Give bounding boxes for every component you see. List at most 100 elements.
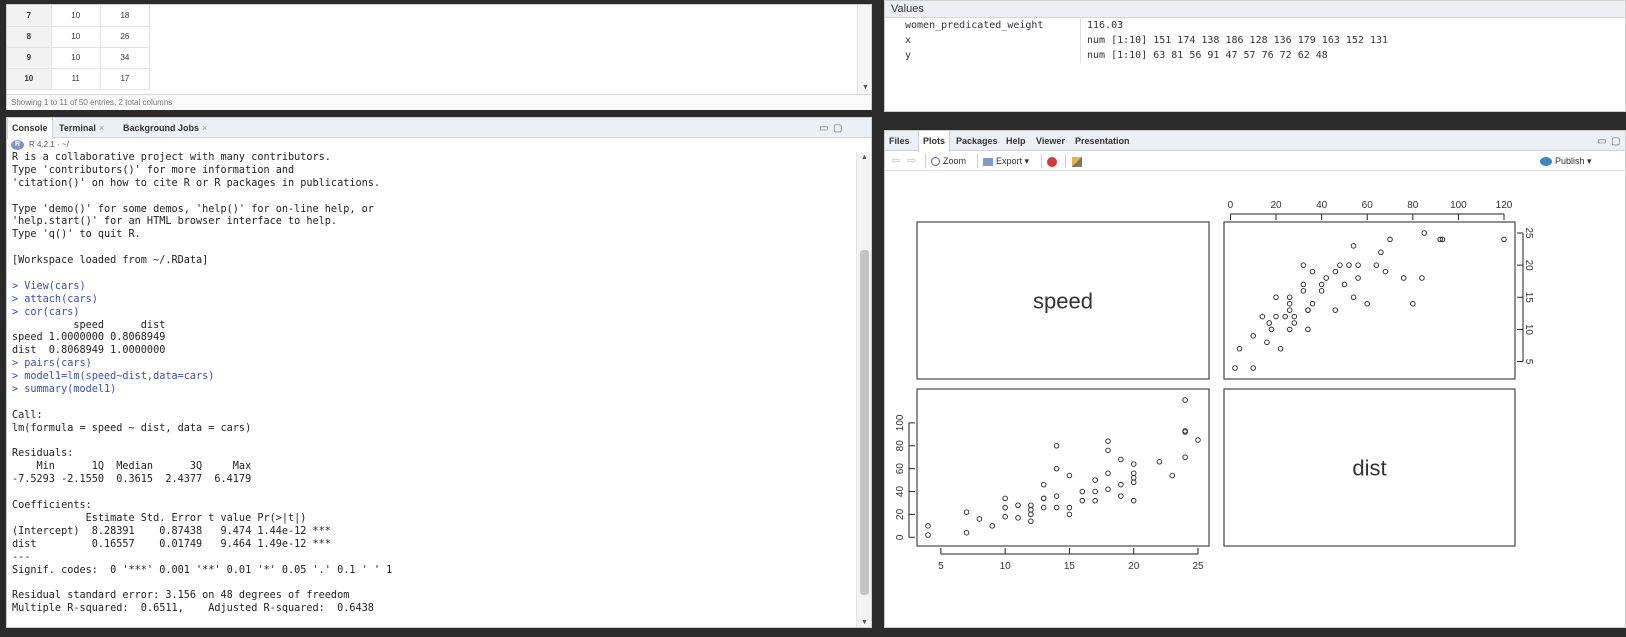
tab-presentation[interactable]: Presentation — [1071, 131, 1134, 151]
point-dist-speed — [1373, 262, 1380, 268]
point-dist-speed — [1273, 313, 1279, 320]
point-speed-dist — [1002, 504, 1008, 511]
point-speed-dist — [1040, 495, 1047, 502]
tab-label: Background Jobs — [123, 123, 200, 133]
console-output-line: Type 'q()' to quit R. — [12, 229, 141, 241]
console-output-line: speed dist — [12, 319, 166, 331]
point-speed-dist — [1002, 513, 1008, 520]
scroll-up-icon[interactable]: ▲ — [861, 154, 868, 161]
point-dist-speed — [1282, 313, 1288, 320]
column-divider — [1080, 18, 1081, 33]
tab-background-jobs[interactable]: Background Jobs × — [119, 118, 211, 138]
right-axis-tick-label: 5 — [1523, 359, 1534, 365]
point-speed-dist — [1105, 447, 1111, 454]
bottom-axis-tick-label: 20 — [1128, 561, 1140, 572]
console-output[interactable]: R is a collaborative project with many c… — [12, 152, 852, 616]
env-variable-row[interactable]: y num [1:10] 63 81 56 91 47 57 76 72 62 4… — [885, 48, 1625, 63]
point-speed-dist — [1118, 493, 1124, 499]
tab-plots[interactable]: Plots — [918, 131, 951, 152]
point-speed-dist — [1028, 507, 1034, 513]
minimize-icon[interactable]: ▭ — [819, 123, 829, 134]
remove-icon — [1047, 156, 1057, 167]
publish-button[interactable]: Publish ▾ — [1540, 155, 1592, 167]
remove-plot-button[interactable] — [1047, 155, 1057, 167]
scrollbar-thumb[interactable] — [860, 250, 869, 595]
console-output-line — [12, 577, 852, 590]
console-output-line: Type 'demo()' for some demos, 'help()' f… — [12, 203, 374, 215]
zoom-button[interactable]: Zoom — [931, 155, 966, 167]
console-command-line: > pairs(cars) — [12, 358, 92, 370]
point-dist-speed — [1419, 275, 1425, 281]
table-row: 10 11 17 — [7, 68, 151, 90]
variable-value: 116.03 — [1087, 20, 1124, 31]
toolbar-divider — [925, 154, 926, 168]
point-speed-dist — [1028, 511, 1034, 518]
tab-packages[interactable]: Packages — [952, 131, 1002, 151]
console-tabbar: Console Terminal × Background Jobs × ▭ ▢ — [7, 118, 871, 139]
console-output-line: Estimate Std. Error t value Pr(>|t|) — [12, 512, 307, 524]
export-button[interactable]: Export ▾ — [983, 155, 1029, 167]
point-dist-speed — [1266, 320, 1272, 326]
point-speed-dist — [1002, 495, 1008, 502]
point-dist-speed — [1337, 262, 1343, 268]
tab-console[interactable]: Console — [7, 118, 53, 139]
panel-frame-tr — [1223, 221, 1516, 380]
point-dist-speed — [1305, 307, 1311, 313]
point-dist-speed — [1378, 249, 1384, 256]
point-speed-dist — [1130, 497, 1137, 504]
variable-name: x — [905, 35, 912, 46]
maximize-icon[interactable]: ▢ — [1611, 136, 1621, 147]
scroll-down-icon[interactable]: ▼ — [861, 619, 868, 626]
speed-cell: 11 — [51, 68, 101, 90]
bottom-axis-tick-label: 25 — [1192, 561, 1204, 572]
console-output-line: dist 0.16557 0.01749 9.464 1.49e-12 *** — [12, 538, 331, 550]
env-variable-row[interactable]: x num [1:10] 151 174 138 186 128 136 179 … — [885, 33, 1625, 48]
close-icon[interactable]: × — [202, 123, 208, 133]
export-label: Export — [996, 156, 1023, 166]
console-command-line: > cor(cars) — [12, 306, 80, 318]
right-axis-tick-label: 10 — [1523, 324, 1534, 336]
console-output-line: 'help.start()' for an HTML browser inter… — [12, 216, 338, 228]
variable-value: num [1:10] 151 174 138 186 128 136 179 1… — [1087, 35, 1389, 46]
variable-name: women_predicated_weight — [905, 20, 1044, 31]
point-speed-dist — [963, 529, 970, 536]
maximize-icon[interactable]: ▢ — [833, 123, 843, 134]
console-scrollbar[interactable]: ▲ ▼ — [856, 152, 871, 627]
minimize-icon[interactable]: ▭ — [1597, 136, 1607, 147]
point-dist-speed — [1332, 307, 1339, 313]
console-output-line: --- — [12, 551, 31, 563]
point-dist-speed — [1421, 230, 1427, 236]
close-icon[interactable]: × — [98, 123, 105, 133]
clear-plots-button[interactable] — [1072, 155, 1082, 167]
forward-arrow-icon[interactable]: ⇨ — [907, 155, 917, 167]
point-dist-speed — [1277, 345, 1284, 352]
tab-label: Packages — [956, 136, 998, 146]
plots-pane: Files Plots Packages Help Viewer Present… — [884, 130, 1626, 628]
tab-terminal[interactable]: Terminal × — [55, 118, 108, 138]
publish-icon — [1540, 157, 1552, 167]
dist-cell: 26 — [100, 26, 151, 48]
tab-help[interactable]: Help — [1002, 131, 1030, 151]
point-speed-dist — [1092, 477, 1098, 483]
right-axis-tick-label: 20 — [1523, 260, 1534, 272]
point-speed-dist — [1040, 481, 1047, 488]
point-dist-speed — [1286, 326, 1293, 333]
point-speed-dist — [1053, 493, 1060, 499]
dist-cell: 17 — [100, 68, 151, 90]
left-axis-tick-label: 0 — [895, 534, 906, 540]
panel-frame-tl — [916, 221, 1210, 380]
point-dist-speed — [1437, 236, 1443, 243]
scroll-down-icon[interactable]: ▼ — [862, 84, 869, 91]
table-row: 8 10 26 — [7, 26, 151, 48]
point-speed-dist — [925, 532, 931, 538]
point-dist-speed — [1309, 268, 1316, 275]
env-variable-row[interactable]: women_predicated_weight 116.03 — [885, 18, 1625, 33]
tab-files[interactable]: Files — [885, 131, 914, 151]
diagonal-label-dist: dist — [1352, 456, 1386, 481]
tab-viewer[interactable]: Viewer — [1032, 131, 1069, 151]
plots-tabbar: Files Plots Packages Help Viewer Present… — [885, 131, 1625, 152]
point-dist-speed — [1300, 288, 1307, 294]
back-arrow-icon[interactable]: ⇦ — [891, 155, 901, 167]
data-viewer-scrollbar[interactable]: ▼ — [857, 5, 871, 94]
